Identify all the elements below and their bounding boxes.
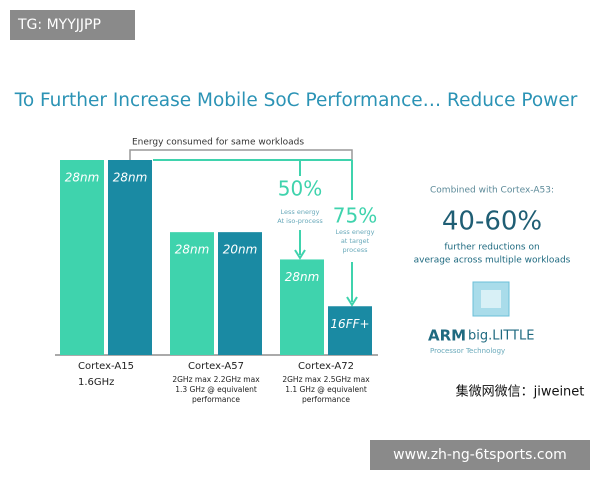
category-note: performance [192,395,240,404]
watermark-box [10,10,135,40]
category-note: 1.6GHz [78,377,114,388]
bar-label: 16FF+ [330,317,369,331]
chart-subtitle: Energy consumed for same workloads [132,138,304,148]
side-body: further reductions on [444,243,539,253]
bar [218,232,262,355]
bar-label: 28nm [65,171,100,185]
annotation-note: Less energy [336,228,375,236]
category-note: performance [302,395,350,404]
bar [328,306,372,355]
watermark-box [370,440,590,470]
x-tick-label: Cortex-A72 [298,361,354,372]
annotation-note: process [343,246,369,254]
category-note: 2GHz max 2.5GHz max [282,375,370,384]
annotation: 50% [278,177,322,201]
annotation-note: at target [341,237,370,245]
bar [108,160,152,355]
side-headline: 40-60% [442,207,542,237]
bar-label: 28nm [113,171,148,185]
bar [170,232,214,355]
annotation: 75% [333,204,377,228]
category-note: 1.3 GHz @ equivalent [175,385,257,394]
annotation-note: Less energy [281,208,320,216]
watermark: 集微网微信：jiweinet [456,384,585,400]
brand-sub: Processor Technology [430,347,505,355]
category-note: 2GHz max 2.2GHz max [172,375,260,384]
bar [60,160,104,355]
watermark: TG: MYYJJPP [17,17,101,33]
bar-label: 20nm [223,243,258,257]
brand-product: big.LITTLE [468,329,534,344]
bar-label: 28nm [175,243,210,257]
bar [280,259,324,355]
category-note: 1.1 GHz @ equivalent [285,385,367,394]
side-body: average across multiple workloads [414,256,571,266]
arrow [294,230,358,307]
chip-icon [481,290,501,308]
x-tick-label: Cortex-A57 [188,361,244,372]
watermark: www.zh-ng-6tsports.com [393,447,567,463]
brand: ARM [428,327,466,345]
bar-label: 28nm [285,270,320,284]
annotation-note: At iso-process [277,217,323,225]
bracket [129,149,353,160]
side-intro: Combined with Cortex-A53: [430,186,554,196]
chart-title: To Further Increase Mobile SoC Performan… [14,90,578,111]
x-tick-label: Cortex-A15 [78,361,134,372]
bracket [153,159,353,200]
